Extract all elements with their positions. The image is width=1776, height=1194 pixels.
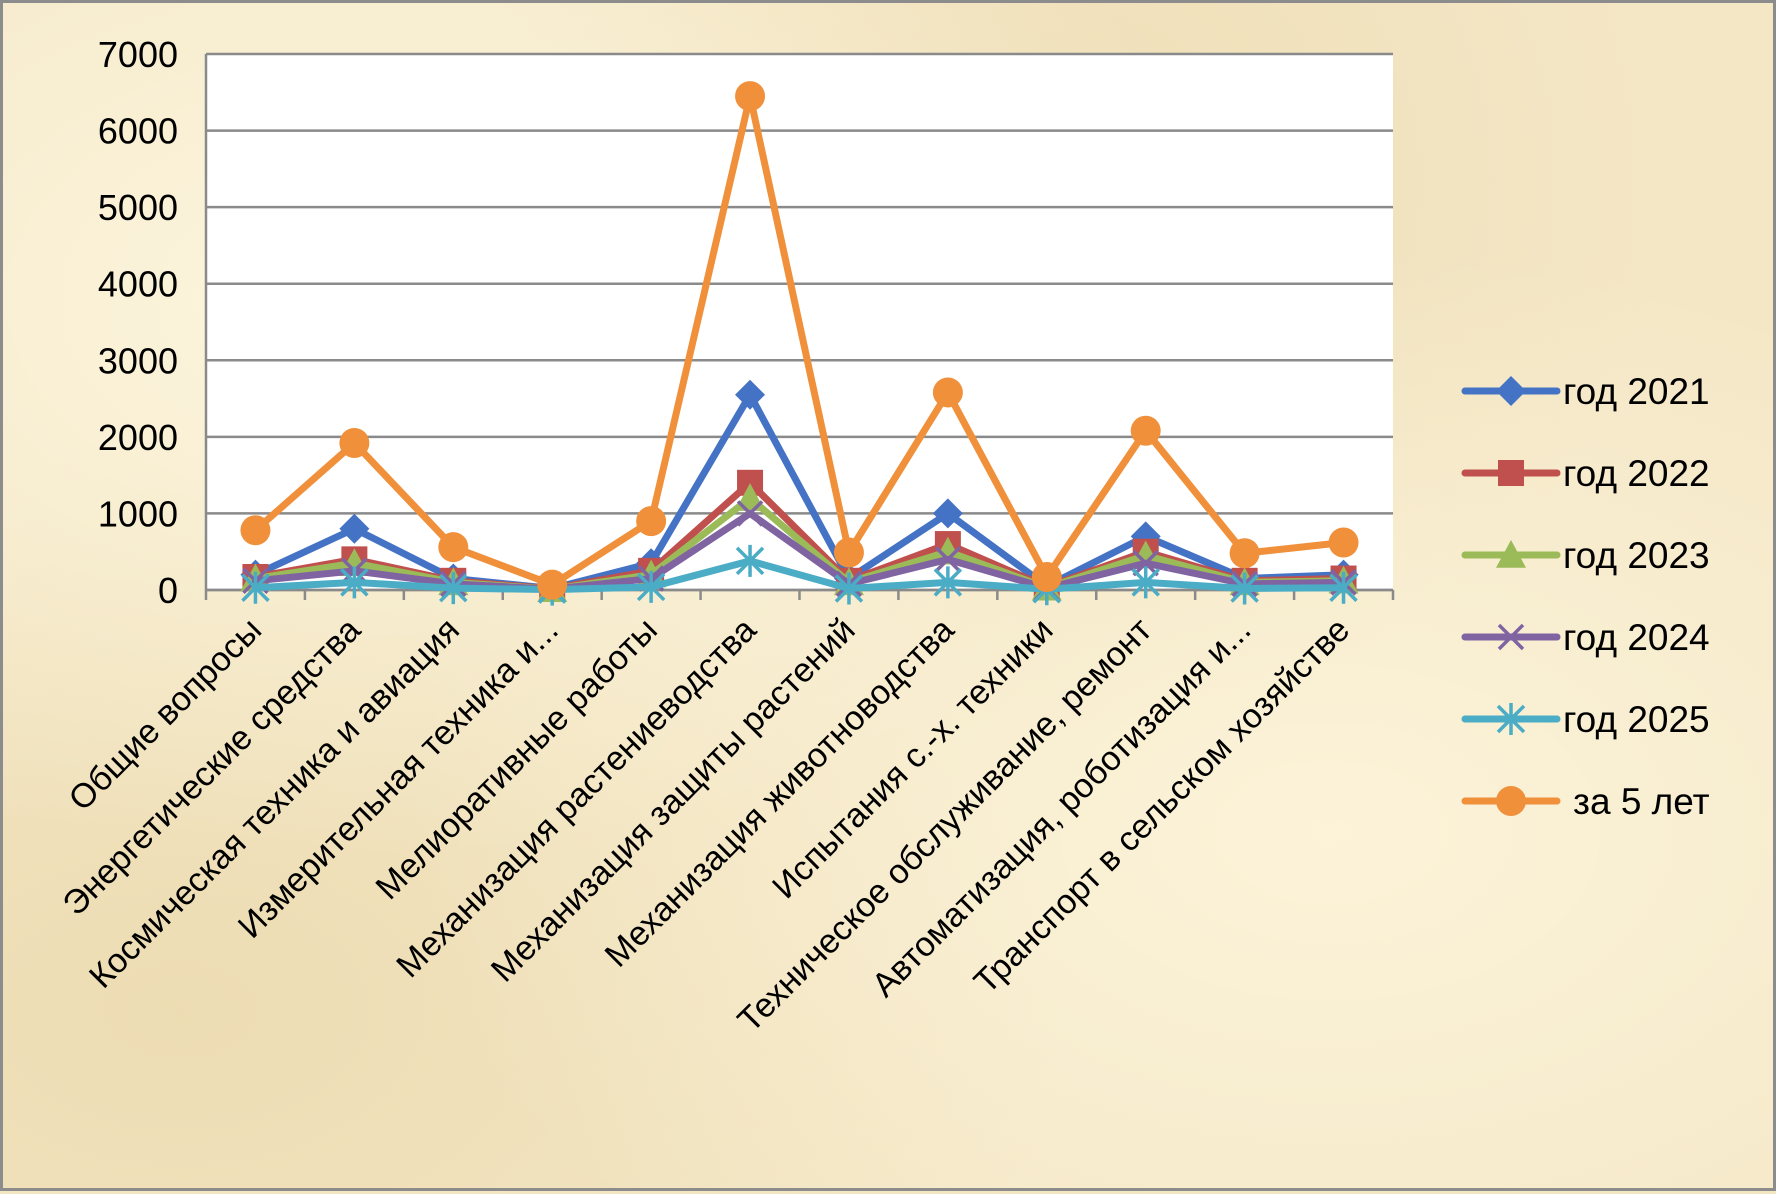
x-category-label: Механизация растениеводства bbox=[389, 611, 763, 985]
data-point bbox=[735, 379, 766, 410]
data-point bbox=[1230, 572, 1259, 605]
series-5 bbox=[241, 544, 1358, 606]
series-6 bbox=[240, 81, 1359, 600]
data-point bbox=[933, 566, 963, 599]
data-point bbox=[736, 500, 764, 527]
data-point bbox=[339, 427, 370, 458]
data-point bbox=[932, 498, 963, 529]
legend-item: год 2024 bbox=[1461, 617, 1710, 658]
data-point bbox=[1031, 561, 1062, 592]
data-point bbox=[537, 569, 568, 600]
legend-label: год 2021 bbox=[1563, 371, 1710, 412]
y-tick-label: 7000 bbox=[98, 34, 178, 75]
data-point bbox=[438, 532, 469, 563]
legend-label: год 2023 bbox=[1563, 535, 1710, 576]
legend-marker bbox=[1496, 376, 1526, 406]
series-line bbox=[251, 391, 1348, 592]
y-tick-label: 5000 bbox=[98, 187, 178, 228]
legend-item: год 2021 bbox=[1461, 371, 1710, 412]
legend-label: за 5 лет bbox=[1573, 781, 1710, 822]
data-point bbox=[240, 515, 271, 546]
legend-marker bbox=[1498, 460, 1524, 486]
x-category-label: Механизация защиты растений bbox=[484, 611, 863, 990]
data-point bbox=[636, 570, 666, 603]
data-point bbox=[834, 572, 864, 605]
data-point bbox=[932, 536, 963, 565]
legend-marker bbox=[1497, 623, 1525, 651]
legend-label: год 2024 bbox=[1563, 617, 1710, 658]
data-point bbox=[1130, 415, 1161, 446]
data-point bbox=[636, 506, 667, 537]
data-point bbox=[735, 544, 765, 577]
data-point bbox=[1328, 527, 1359, 558]
data-point bbox=[1329, 571, 1358, 604]
data-point bbox=[833, 537, 864, 568]
legend-label: год 2022 bbox=[1563, 453, 1710, 494]
data-point bbox=[339, 513, 370, 544]
x-category-label: Механизация животноводства bbox=[598, 611, 962, 975]
legend-item: год 2022 bbox=[1461, 453, 1710, 494]
series-line bbox=[251, 509, 1348, 593]
y-tick-label: 6000 bbox=[98, 111, 178, 152]
data-point bbox=[932, 377, 963, 408]
series-line bbox=[251, 92, 1348, 589]
data-point bbox=[340, 566, 369, 599]
legend-marker bbox=[1496, 786, 1526, 816]
data-point bbox=[241, 571, 270, 604]
legend-item: год 2023 bbox=[1461, 535, 1710, 576]
data-point bbox=[1229, 538, 1260, 569]
legend-item: год 2025 bbox=[1461, 699, 1710, 740]
y-tick-label: 2000 bbox=[98, 417, 178, 458]
data-point bbox=[439, 572, 468, 605]
data-point bbox=[1132, 549, 1159, 577]
legend-label: год 2025 bbox=[1563, 699, 1710, 740]
y-tick-label: 1000 bbox=[98, 493, 178, 534]
data-point bbox=[735, 81, 766, 112]
legend-marker bbox=[1496, 540, 1526, 568]
series-line bbox=[251, 557, 1348, 594]
y-tick-label: 3000 bbox=[98, 340, 178, 381]
legend-marker bbox=[1496, 703, 1526, 735]
legend-item: за 5 лет bbox=[1461, 781, 1710, 822]
data-point bbox=[934, 546, 962, 573]
y-tick-label: 0 bbox=[158, 570, 178, 611]
y-tick-label: 4000 bbox=[98, 264, 178, 305]
data-point bbox=[1131, 566, 1160, 599]
